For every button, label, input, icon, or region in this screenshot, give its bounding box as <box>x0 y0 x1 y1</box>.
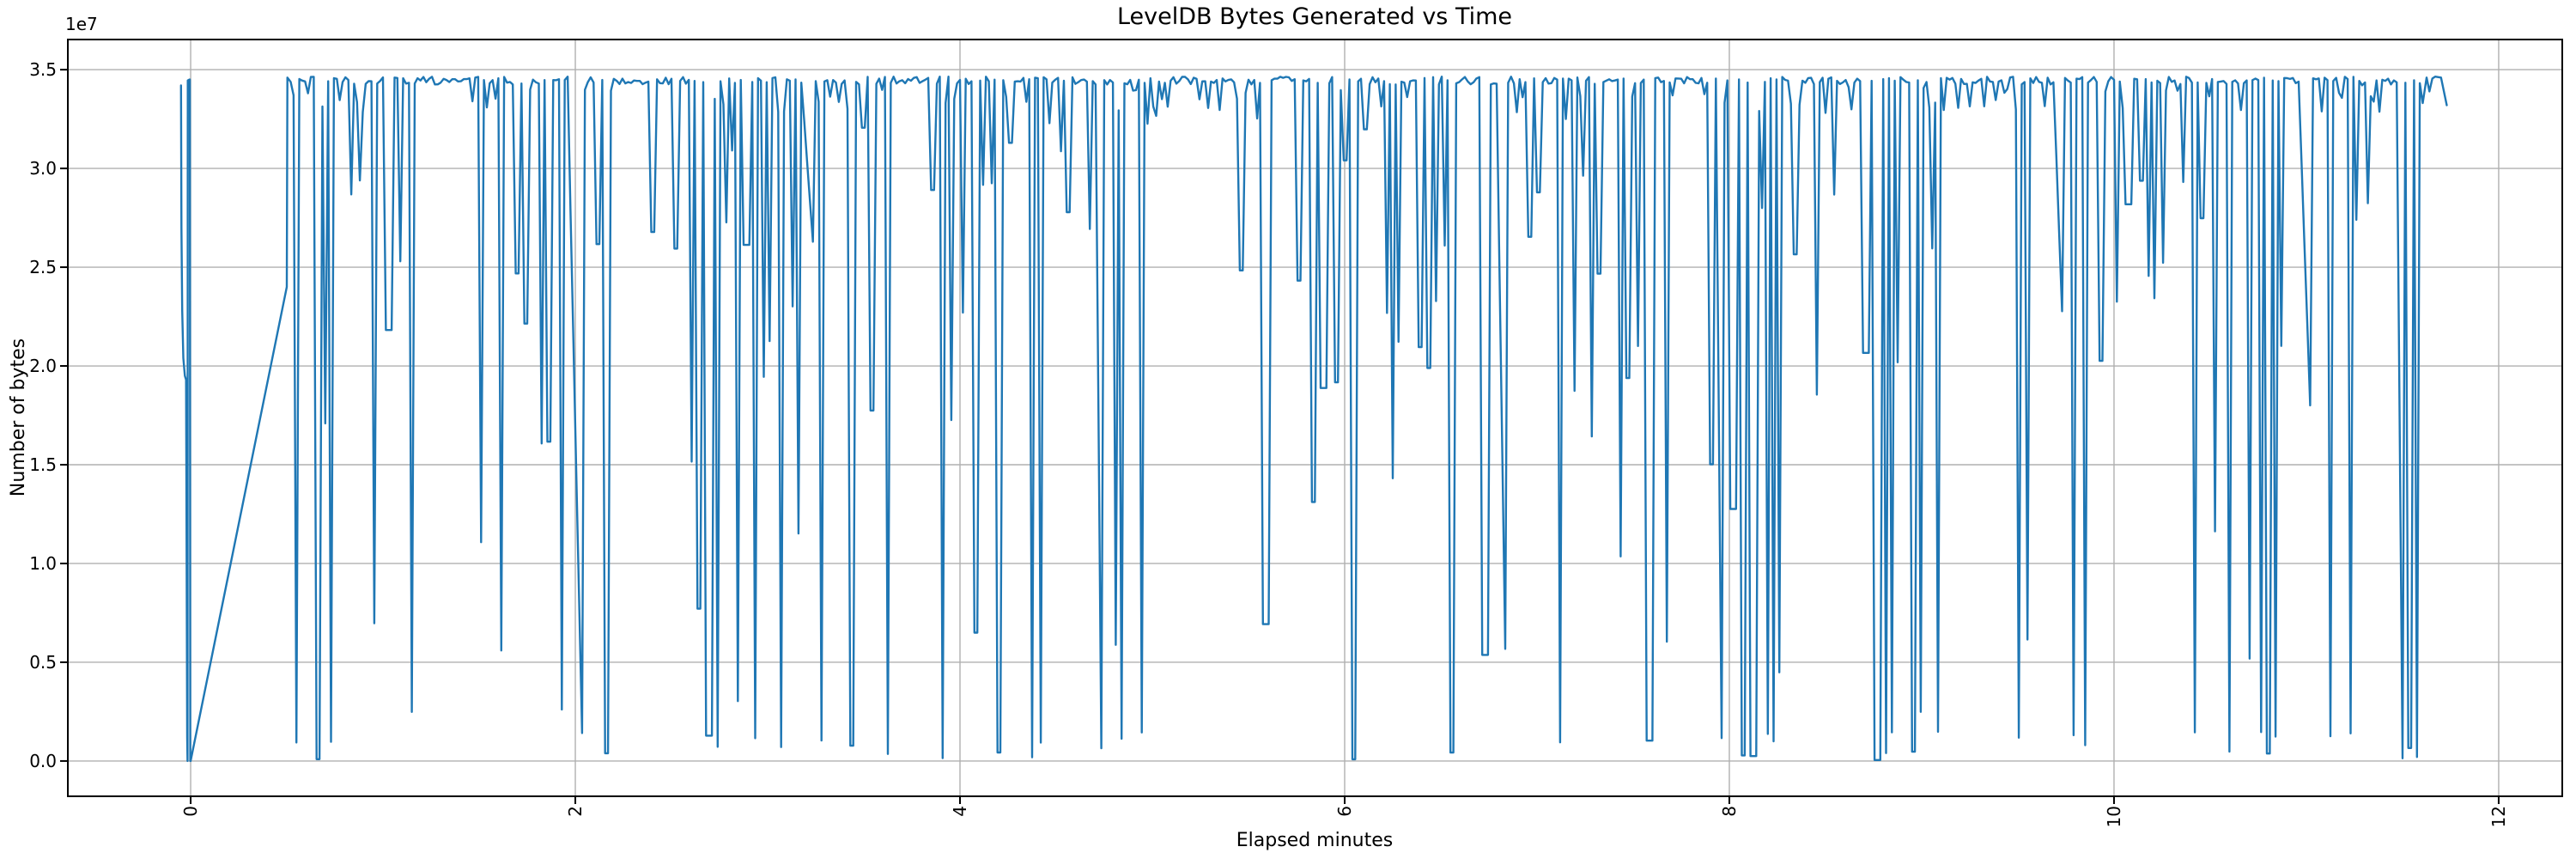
plot-area <box>60 39 2563 804</box>
y-tick-label: 0.5 <box>29 651 57 673</box>
chart-title: LevelDB Bytes Generated vs Time <box>1116 3 1513 30</box>
y-tick-label: 1.5 <box>29 454 57 475</box>
x-axis-label: Elapsed minutes <box>1236 830 1394 851</box>
y-tick-label: 0.0 <box>29 750 57 771</box>
y-tick-label: 3.0 <box>29 158 57 180</box>
x-tick-label: 4 <box>950 806 970 817</box>
x-tick-label: 10 <box>2103 806 2124 828</box>
y-tick-label: 1.0 <box>29 552 57 574</box>
x-tick-label: 12 <box>2488 806 2509 828</box>
x-tick-label: 6 <box>1334 806 1355 817</box>
y-tick-label: 3.5 <box>29 59 57 81</box>
y-tick-label: 2.5 <box>29 257 57 278</box>
line-chart-svg <box>60 39 2563 804</box>
x-tick-label: 8 <box>1718 806 1740 817</box>
x-tick-label: 2 <box>565 806 586 817</box>
x-tick-label: 0 <box>180 806 202 817</box>
y-tick-label: 2.0 <box>29 356 57 377</box>
data-line <box>179 76 2448 763</box>
axes-spines <box>67 39 2563 797</box>
y-axis-offset-label: 1e7 <box>65 14 98 34</box>
